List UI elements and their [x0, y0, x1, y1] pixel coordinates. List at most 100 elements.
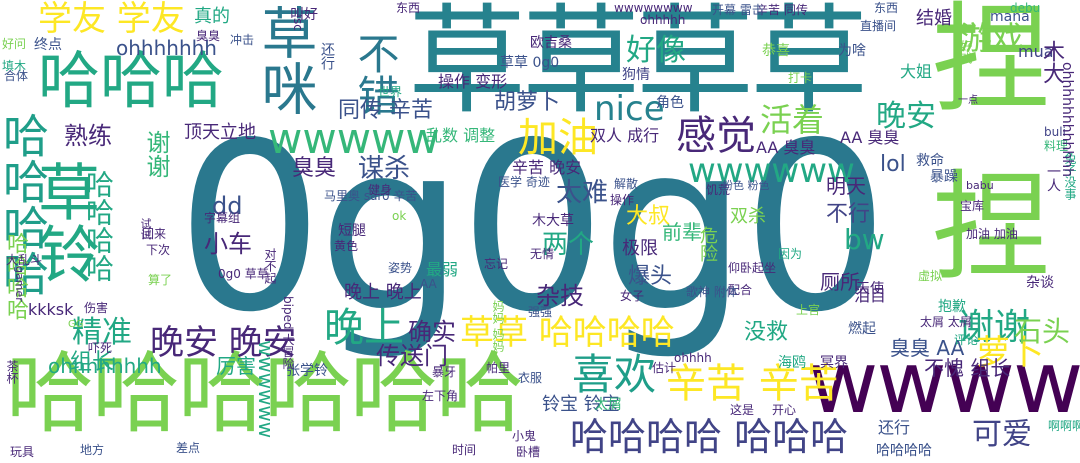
word-caomi: 草咪 — [252, 4, 317, 116]
word-xinkuwanan: 辛苦 晚安 — [512, 158, 582, 177]
word-gamer: GG — [68, 319, 84, 330]
word-weisha: 恭喜 — [762, 43, 790, 59]
word-caocao-haha: 草草 哈哈哈哈 — [460, 313, 675, 353]
word-luanshu: 乱数 调整 — [426, 126, 496, 145]
word-bw: bw — [844, 223, 885, 256]
word-haha5: 哈哈哈哈 — [3, 232, 28, 320]
word-jingzhun: 精准 — [72, 315, 132, 350]
word-luobo: 萝卜 — [976, 333, 1044, 373]
word-zhangxueling: 衣服 — [518, 371, 543, 385]
word-zaji: 杂技 — [536, 282, 584, 310]
word-caoling: 草铃 — [27, 160, 100, 284]
word-wwwwww: 辛苦 同传 — [756, 3, 808, 17]
word-xihuan: 喜欢 — [572, 350, 657, 399]
word-babu: 宝库 — [960, 199, 985, 213]
word-xuni: 上官 — [796, 303, 821, 317]
word-taijin: 铃宝 铃宝 — [542, 394, 620, 415]
word-qianbei: 前辈 — [662, 220, 702, 244]
word-wanju: 茶杯 — [5, 360, 19, 384]
word-xueyou: 学友 学友 — [38, 0, 185, 39]
word-chabei: 吓死 — [88, 341, 113, 355]
word-0g0cao: 字幕组 — [204, 211, 241, 225]
word-mingjie: 海鸥 — [778, 355, 806, 371]
word-ohhh2: 帕里 — [486, 361, 511, 375]
word-haowen: 好问 — [2, 37, 27, 51]
word-jiehun: 结婚 — [916, 8, 952, 29]
word-wwwww3: wwwwww — [688, 151, 855, 191]
word-zhende: 真的 — [194, 6, 230, 27]
word-debu: 东西 — [874, 1, 899, 15]
word-guji: 妈妈 妈妈 — [491, 300, 505, 352]
word-shuangpai: 合体 — [4, 69, 29, 83]
word-taijin2: 燃起 — [848, 321, 876, 337]
word-yifu: ohhhh — [674, 351, 712, 365]
word-wwww-bottom: wwww — [808, 333, 1080, 433]
word-lso: 一点 — [958, 95, 978, 106]
word-caozuo: 直播间 — [860, 19, 897, 33]
word-gongxi: 操作 变形 — [438, 72, 508, 91]
word-mua: mua — [1018, 42, 1054, 61]
word-yidian: 好戏 — [959, 40, 973, 64]
word-caozuo2: 解散 — [614, 177, 639, 191]
word-wanan2: 晚安 晚安 — [150, 323, 297, 363]
word-buxing: 不行 — [826, 202, 871, 227]
word-jiayou2: 天使 — [856, 281, 884, 297]
word-haiou: 评论 — [954, 333, 979, 347]
word-wwwww-vert: 谢谢 — [142, 130, 170, 178]
word-tongchuan: 同传 辛苦 — [338, 98, 433, 123]
word-chouchouAA: 臭臭 AA — [890, 336, 965, 360]
word-peihe: 啊啊啊 — [1048, 419, 1080, 433]
word-AA: AA 臭臭 — [756, 138, 816, 157]
word-caocao-big: 草草草草 — [408, 0, 868, 130]
word-duibuqi: biped 大冒险 — [281, 296, 295, 370]
word-mama: 强强 — [528, 305, 553, 319]
word-chuansongmen: 传送门 — [376, 342, 448, 370]
word-ganjue: 感觉 — [676, 113, 756, 159]
word-xiaoche: 小车 — [204, 230, 252, 258]
word-mingtian: 明天 — [826, 174, 866, 198]
word-xiaci: 回来 — [142, 227, 167, 241]
word-shanghai: kkksk — [28, 300, 74, 319]
word-jiayou: 加油 — [518, 115, 598, 161]
word-suishi: 太屑 太屑 — [920, 315, 972, 329]
word-wanshang: 晚上 — [324, 305, 404, 351]
word-chuansong2: 试试 — [139, 218, 152, 240]
word-leimu: 极限 — [622, 238, 658, 259]
word-daluandou: 开心 — [772, 403, 797, 417]
word-heti: 左下角 — [422, 389, 459, 403]
word-nice: nice — [594, 89, 665, 129]
word-hahaha-bottom2: 哈哈哈哈 哈哈哈 — [570, 415, 849, 459]
word-mousha: 谋杀 — [358, 154, 411, 184]
word-chongji: 臭臭 — [196, 29, 221, 43]
word-liangge: 两个 — [542, 230, 595, 260]
word-weixian: 双杀 — [730, 206, 766, 227]
word-meijiu: 没救 — [744, 320, 789, 345]
word-bucuo: 不错 — [351, 32, 400, 116]
word-qiangqiang: AA — [420, 277, 437, 291]
word-zatan: 抱歉 — [938, 299, 966, 315]
word-sc: 东西 — [396, 1, 421, 15]
word-zimuzu: 木大草 — [532, 213, 574, 229]
word-kkksk: 张学铃 — [286, 363, 328, 379]
word-haha6: 还行 — [878, 418, 911, 437]
word-snp: 草草 0g0 — [500, 55, 560, 71]
word-nie-top: 捏 — [932, 0, 1051, 128]
word-gouqing: 为啥 — [838, 43, 866, 59]
word-zishi: 0g0 草草 — [218, 267, 269, 281]
word-hahaha-vertical: 哈哈哈哈 — [0, 112, 50, 296]
word-haoxi: ohhhhhhhhhhhh — [1059, 62, 1075, 178]
word-chouchou: 臭臭 — [292, 156, 337, 181]
word-jiuming: 料理 — [1044, 139, 1069, 153]
word-jixian: 危险 — [697, 226, 718, 262]
word-queshi: 确实 — [408, 318, 456, 346]
word-hahaha-bottom: 哈哈哈哈哈哈 — [6, 342, 524, 445]
word-mudacao: 黄色 — [334, 239, 359, 253]
word-baoku: 因为 — [778, 247, 803, 261]
word-fanqie: 加油 加油 — [966, 227, 1018, 241]
word-geshen: 仰卧起坐 — [728, 261, 777, 275]
word-suanle: 下次 — [146, 243, 171, 257]
word-jiesan: 饥荒 — [706, 183, 731, 197]
word-hahaha: 哈哈哈 — [38, 44, 225, 117]
word-caocao0: 狗情 — [622, 67, 650, 83]
